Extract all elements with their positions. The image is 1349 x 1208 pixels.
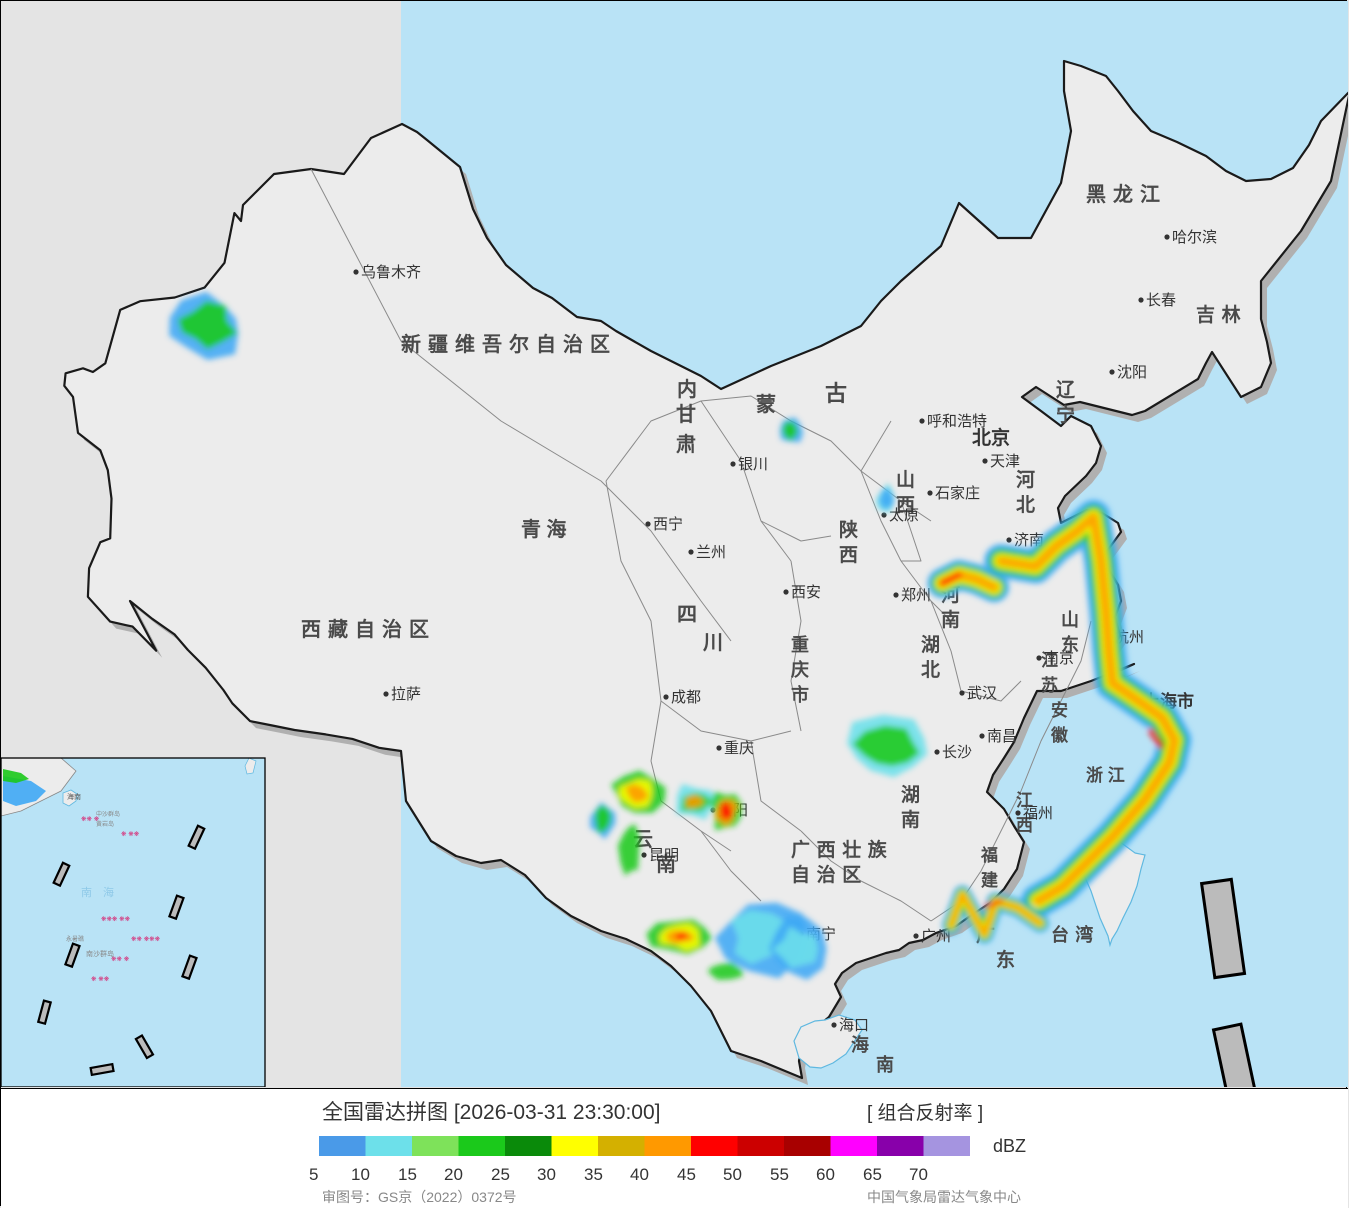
svg-text:南沙群岛: 南沙群岛 bbox=[86, 949, 114, 958]
svg-text:肃: 肃 bbox=[676, 433, 696, 456]
svg-text:55: 55 bbox=[770, 1165, 789, 1184]
svg-text:天津: 天津 bbox=[990, 453, 1020, 470]
svg-text:哈尔滨: 哈尔滨 bbox=[1172, 229, 1217, 246]
svg-text:成都: 成都 bbox=[671, 689, 701, 706]
svg-text:市: 市 bbox=[791, 684, 809, 705]
svg-text:蒙: 蒙 bbox=[756, 393, 776, 416]
svg-text:重: 重 bbox=[791, 634, 809, 655]
svg-text:广西壮族: 广西壮族 bbox=[791, 838, 893, 861]
svg-text:10: 10 bbox=[351, 1165, 370, 1184]
svg-text:山: 山 bbox=[896, 469, 915, 491]
svg-text:拉萨: 拉萨 bbox=[391, 686, 421, 703]
svg-text:黄岩岛: 黄岩岛 bbox=[96, 820, 114, 828]
svg-text:南: 南 bbox=[941, 609, 960, 631]
svg-text:长沙: 长沙 bbox=[942, 744, 972, 761]
svg-text:南: 南 bbox=[876, 1054, 894, 1075]
svg-text:65: 65 bbox=[863, 1165, 882, 1184]
svg-text:40: 40 bbox=[630, 1165, 649, 1184]
svg-text:陕: 陕 bbox=[839, 518, 858, 541]
svg-text:自治区: 自治区 bbox=[791, 863, 868, 886]
svg-text:郑州: 郑州 bbox=[901, 587, 931, 604]
svg-text:重庆: 重庆 bbox=[724, 740, 754, 757]
svg-text:南 海: 南 海 bbox=[81, 885, 114, 899]
svg-text:太原: 太原 bbox=[889, 507, 919, 524]
svg-text:[ 组合反射率 ]: [ 组合反射率 ] bbox=[867, 1102, 983, 1124]
svg-text:新疆维吾尔自治区: 新疆维吾尔自治区 bbox=[401, 332, 617, 356]
svg-text:古: 古 bbox=[825, 381, 847, 406]
svg-text:审图号：GS京（2022）0372号: 审图号：GS京（2022）0372号 bbox=[322, 1189, 517, 1205]
svg-text:安: 安 bbox=[1051, 700, 1068, 720]
svg-text:湖: 湖 bbox=[921, 634, 940, 656]
svg-text:南昌: 南昌 bbox=[987, 728, 1017, 745]
svg-text:5: 5 bbox=[309, 1165, 318, 1184]
svg-text:西: 西 bbox=[839, 545, 858, 566]
svg-text:沈阳: 沈阳 bbox=[1117, 364, 1147, 381]
svg-text:长春: 长春 bbox=[1146, 292, 1176, 309]
svg-text:内: 内 bbox=[677, 377, 697, 401]
svg-text:庆: 庆 bbox=[791, 659, 809, 680]
svg-text:西宁: 西宁 bbox=[653, 516, 683, 533]
svg-text:苏: 苏 bbox=[1041, 675, 1058, 695]
svg-text:海: 海 bbox=[851, 1034, 869, 1055]
svg-text:吉林: 吉林 bbox=[1196, 303, 1247, 326]
svg-text:60: 60 bbox=[816, 1165, 835, 1184]
svg-text:❋ ❋❋: ❋ ❋❋ bbox=[121, 830, 140, 838]
svg-text:dBZ: dBZ bbox=[993, 1136, 1026, 1156]
svg-text:四: 四 bbox=[677, 604, 697, 626]
svg-text:甘: 甘 bbox=[676, 403, 696, 426]
svg-text:福: 福 bbox=[980, 845, 998, 865]
svg-text:❋ ❋❋: ❋ ❋❋ bbox=[91, 975, 110, 983]
svg-text:北: 北 bbox=[1016, 494, 1035, 516]
svg-text:海口: 海口 bbox=[839, 1017, 869, 1034]
svg-text:黑龙江: 黑龙江 bbox=[1086, 182, 1167, 206]
svg-text:25: 25 bbox=[491, 1165, 510, 1184]
svg-text:70: 70 bbox=[909, 1165, 928, 1184]
svg-text:宁: 宁 bbox=[1056, 403, 1075, 426]
svg-text:35: 35 bbox=[584, 1165, 603, 1184]
svg-text:中国气象局雷达气象中心: 中国气象局雷达气象中心 bbox=[867, 1189, 1021, 1205]
svg-text:青 海: 青 海 bbox=[521, 517, 567, 541]
svg-text:❋❋ ❋❋❋: ❋❋ ❋❋❋ bbox=[131, 935, 161, 943]
svg-text:石家庄: 石家庄 bbox=[935, 484, 980, 502]
svg-text:建: 建 bbox=[981, 870, 998, 890]
svg-text:乌鲁木齐: 乌鲁木齐 bbox=[361, 264, 421, 281]
svg-text:昆明: 昆明 bbox=[649, 847, 679, 864]
svg-text:山: 山 bbox=[1061, 610, 1079, 630]
svg-text:徽: 徽 bbox=[1050, 725, 1069, 745]
svg-text:西藏自治区: 西藏自治区 bbox=[301, 617, 436, 641]
svg-text:台湾: 台湾 bbox=[1051, 924, 1100, 945]
svg-text:河: 河 bbox=[1016, 469, 1035, 491]
svg-text:武汉: 武汉 bbox=[967, 685, 997, 702]
svg-text:永暑礁: 永暑礁 bbox=[66, 935, 84, 943]
svg-text:45: 45 bbox=[677, 1165, 696, 1184]
svg-text:30: 30 bbox=[537, 1165, 556, 1184]
svg-text:南京: 南京 bbox=[1044, 650, 1074, 667]
svg-text:全国雷达拼图 [2026-03-31 23:30:00]: 全国雷达拼图 [2026-03-31 23:30:00] bbox=[322, 1101, 661, 1124]
svg-text:西安: 西安 bbox=[791, 584, 821, 601]
svg-text:浙 江: 浙 江 bbox=[1086, 765, 1125, 785]
svg-text:北京: 北京 bbox=[972, 426, 1010, 449]
svg-text:东: 东 bbox=[996, 948, 1015, 971]
svg-text:北: 北 bbox=[921, 659, 940, 681]
svg-text:银川: 银川 bbox=[738, 456, 768, 473]
svg-text:川: 川 bbox=[702, 632, 723, 654]
svg-text:湖: 湖 bbox=[901, 784, 920, 806]
svg-text:中沙群岛: 中沙群岛 bbox=[96, 810, 120, 818]
svg-text:15: 15 bbox=[398, 1165, 417, 1184]
svg-text:福州: 福州 bbox=[1023, 805, 1053, 822]
svg-text:50: 50 bbox=[723, 1165, 742, 1184]
svg-text:20: 20 bbox=[444, 1165, 463, 1184]
svg-text:海南: 海南 bbox=[67, 792, 81, 801]
svg-text:辽: 辽 bbox=[1056, 379, 1075, 401]
svg-text:❋❋❋ ❋❋: ❋❋❋ ❋❋ bbox=[101, 915, 131, 923]
svg-text:兰州: 兰州 bbox=[696, 544, 726, 561]
svg-text:南: 南 bbox=[901, 809, 920, 831]
